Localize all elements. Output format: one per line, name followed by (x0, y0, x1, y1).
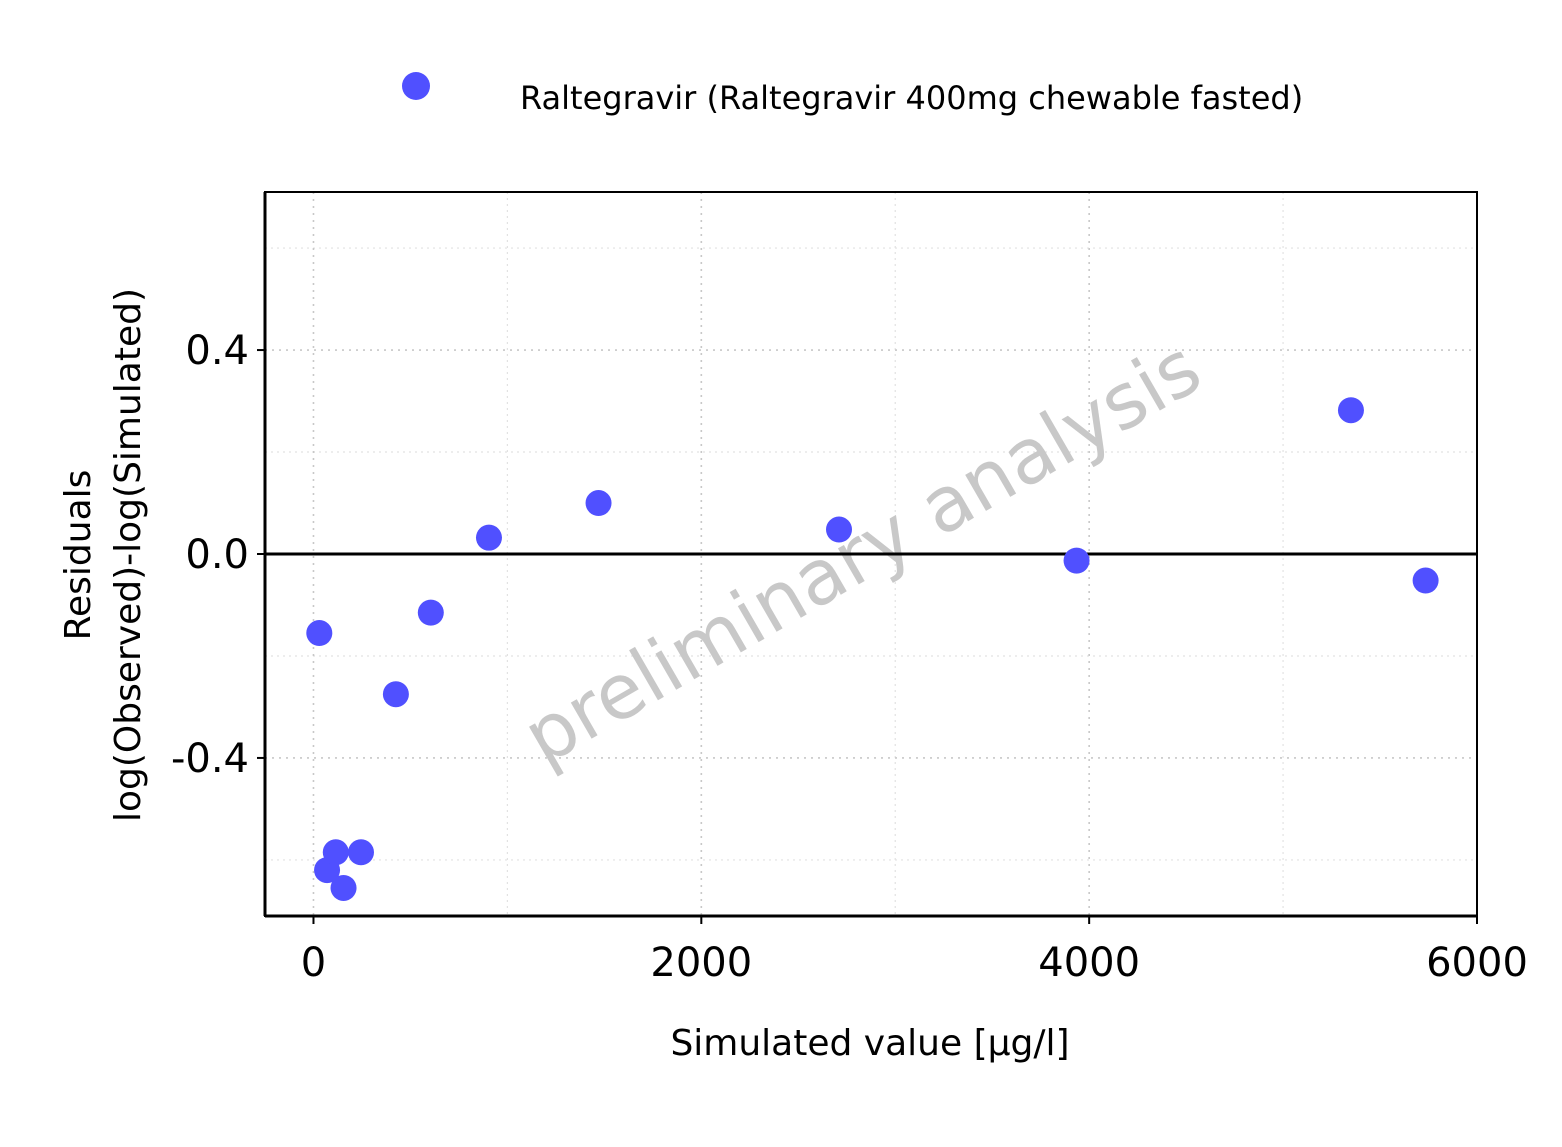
data-point (826, 516, 853, 543)
data-point (382, 681, 409, 708)
x-tick-label: 4000 (1038, 940, 1140, 986)
axes (257, 191, 1478, 924)
y-tick-label: 0.4 (185, 328, 249, 374)
y-tick-label: -0.4 (171, 736, 249, 782)
x-tick-label: 6000 (1426, 940, 1528, 986)
data-point (585, 490, 612, 517)
y-axis-title-line-2: log(Observed)-log(Simulated) (108, 288, 149, 822)
y-tick-labels: -0.4 0.0 0.4 (171, 328, 249, 782)
data-point (417, 599, 444, 626)
legend-label: Raltegravir (Raltegravir 400mg chewable … (520, 79, 1303, 117)
data-point (347, 839, 374, 866)
x-tick-labels: 0 2000 4000 6000 (301, 940, 1528, 986)
legend-marker (402, 72, 430, 100)
data-point (1412, 567, 1439, 594)
x-axis-title: Simulated value [µg/l] (670, 1023, 1069, 1064)
data-point (1337, 397, 1364, 424)
data-point (1063, 547, 1090, 574)
y-axis-title: Residuals log(Observed)-log(Simulated) (58, 288, 149, 822)
data-points (306, 397, 1439, 901)
data-point (330, 874, 357, 901)
legend: Raltegravir (Raltegravir 400mg chewable … (402, 72, 1303, 117)
y-tick-label: 0.0 (185, 532, 249, 578)
data-point (322, 839, 349, 866)
x-tick-label: 2000 (650, 940, 752, 986)
data-point (475, 524, 502, 551)
data-point (306, 620, 333, 647)
x-tick-label: 0 (301, 940, 326, 986)
y-axis-title-line-1: Residuals (58, 470, 99, 641)
